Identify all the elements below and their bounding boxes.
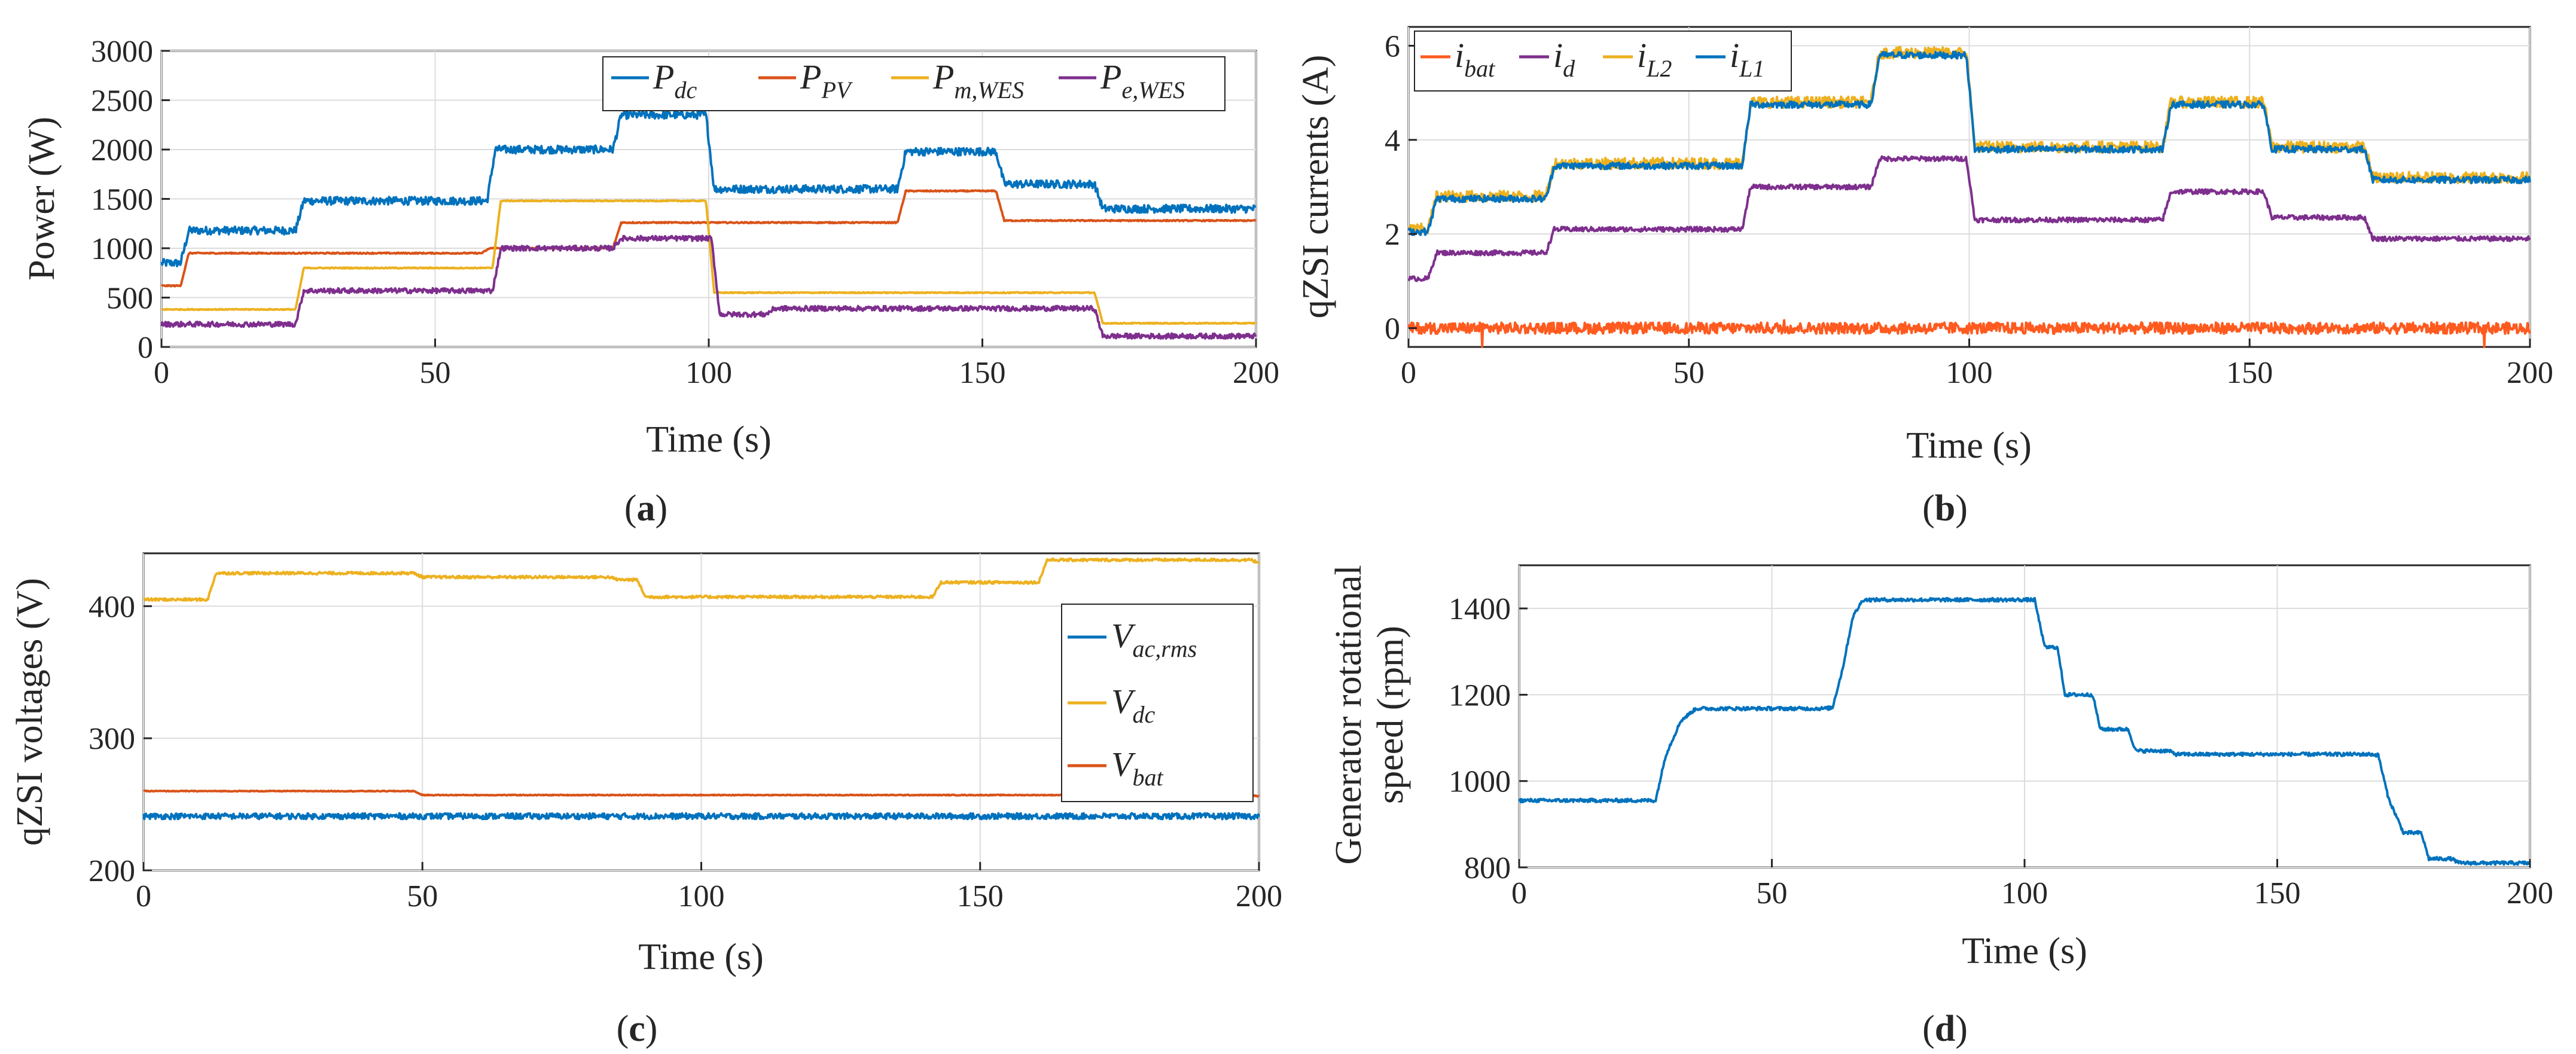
- tick-label-y: 400: [89, 590, 135, 624]
- tick-label-x: 200: [1236, 879, 1282, 913]
- tick-label-x: 100: [685, 356, 732, 390]
- tick-label-y: 500: [106, 282, 153, 316]
- panel-d-series: [1518, 596, 2531, 866]
- tick-label-y: 6: [1385, 29, 1400, 63]
- tick-label-y: 0: [138, 331, 153, 365]
- panel-a-legend: Pdc PPV Pm,WES Pe,WES: [602, 56, 1225, 111]
- legend-b-label-0: ibat: [1455, 36, 1495, 82]
- panel-d-ylabel-line2: speed (rpm): [1370, 626, 1411, 804]
- panel-a-ylabel: Power (W): [22, 117, 62, 281]
- series-line-c-0: [142, 812, 1260, 821]
- tick-label-x: 200: [1233, 356, 1279, 390]
- tick-label-x: 150: [957, 879, 1004, 913]
- panel-b-xlabel: Time (s): [1906, 425, 2032, 466]
- tick-label-x: 150: [2226, 356, 2273, 390]
- tick-label-y: 1200: [1449, 678, 1511, 712]
- legend-b-label-2: iL2: [1637, 36, 1672, 82]
- series-line-d-0: [1518, 596, 2531, 866]
- panel-b-ticks: 0 50 100 150 200 0 2 4 6: [1385, 29, 2553, 390]
- tick-label-y: 1000: [91, 232, 153, 266]
- panel-b-legend-box: [1414, 31, 1792, 92]
- tick-label-y: 800: [1464, 851, 1511, 885]
- legend-a-label-2: Pm,WES: [932, 57, 1024, 103]
- panel-d-xlabel: Time (s): [1962, 931, 2087, 971]
- legend-a-label-1: PPV: [800, 57, 853, 103]
- series-line-c-1: [143, 557, 1260, 602]
- panel-c: 0 50 100 150 200 200 300 400 Time (s) qZSI volt…: [10, 552, 1282, 1049]
- tick-label-x: 150: [959, 356, 1006, 390]
- tick-label-x: 150: [2254, 876, 2301, 910]
- panel-b-caption: (b): [1922, 488, 1968, 529]
- tick-label-y: 300: [89, 722, 135, 756]
- panel-d-ylabel-line1: Generator rotational: [1328, 565, 1369, 865]
- panel-c-legend: Vac,rms Vdc Vbat: [1061, 604, 1254, 802]
- tick-label-y: 1000: [1449, 765, 1511, 799]
- series-line-a-2: [161, 199, 1257, 325]
- panel-a-series: [160, 109, 1257, 340]
- tick-label-x: 100: [1946, 356, 1993, 390]
- panel-c-xlabel: Time (s): [638, 937, 764, 977]
- tick-label-y: 2500: [91, 84, 153, 118]
- tick-label-y: 0: [1385, 312, 1400, 346]
- panel-a-legend-box: [602, 56, 1225, 111]
- tick-label-x: 50: [1673, 356, 1705, 390]
- tick-label-y: 1500: [91, 183, 153, 217]
- legend-b-label-1: id: [1553, 36, 1575, 82]
- series-line-a-3: [160, 234, 1257, 340]
- tick-label-y: 4: [1385, 124, 1400, 158]
- legend-c-label-2: Vbat: [1111, 745, 1163, 791]
- legend-c-label-0: Vac,rms: [1111, 616, 1197, 662]
- panel-b-ylabel: qZSI currents (A): [1295, 55, 1336, 319]
- tick-label-y: 1400: [1449, 592, 1511, 626]
- panel-d: 0 50 100 150 200 800 1000 1200 1400 Time (s) Gen…: [1328, 564, 2553, 1049]
- tick-label-x: 200: [2507, 356, 2553, 390]
- series-line-b-3: [1407, 50, 2531, 236]
- tick-label-x: 0: [1511, 876, 1527, 910]
- tick-label-x: 100: [2001, 876, 2048, 910]
- tick-label-y: 3000: [91, 35, 153, 69]
- panel-c-ticks: 0 50 100 150 200 200 300 400: [89, 590, 1282, 913]
- tick-label-x: 0: [136, 879, 151, 913]
- legend-c-label-1: Vdc: [1111, 682, 1155, 728]
- legend-a-label-3: Pe,WES: [1100, 57, 1185, 103]
- panel-d-caption: (d): [1922, 1009, 1968, 1049]
- panel-b: 0 50 100 150 200 0 2 4 6 Time (s) qZSI currents …: [1295, 26, 2553, 529]
- tick-label-x: 0: [1401, 356, 1416, 390]
- tick-label-y: 2: [1385, 218, 1400, 252]
- panel-b-legend: ibat id iL2 iL1: [1414, 31, 1792, 92]
- legend-b-label-3: iL1: [1730, 36, 1764, 82]
- series-line-b-1: [1407, 155, 2531, 282]
- panel-a-xlabel: Time (s): [646, 419, 772, 460]
- tick-label-x: 0: [154, 356, 169, 390]
- tick-label-x: 50: [420, 356, 451, 390]
- tick-label-x: 100: [678, 879, 725, 913]
- tick-label-x: 200: [2507, 876, 2553, 910]
- panel-c-ylabel: qZSI voltages (V): [10, 578, 50, 846]
- tick-label-x: 50: [407, 879, 438, 913]
- panel-b-series: [1407, 45, 2531, 348]
- legend-a-label-0: Pdc: [653, 57, 697, 103]
- tick-label-y: 2000: [91, 133, 153, 167]
- series-line-a-0: [160, 109, 1257, 267]
- panel-a-caption: (a): [624, 488, 667, 529]
- tick-label-y: 200: [89, 854, 135, 888]
- panel-d-ticks: 0 50 100 150 200 800 1000 1200 1400: [1449, 592, 2553, 910]
- tick-label-x: 50: [1757, 876, 1788, 910]
- panel-c-caption: (c): [617, 1009, 658, 1049]
- series-line-b-0: [1407, 319, 2531, 348]
